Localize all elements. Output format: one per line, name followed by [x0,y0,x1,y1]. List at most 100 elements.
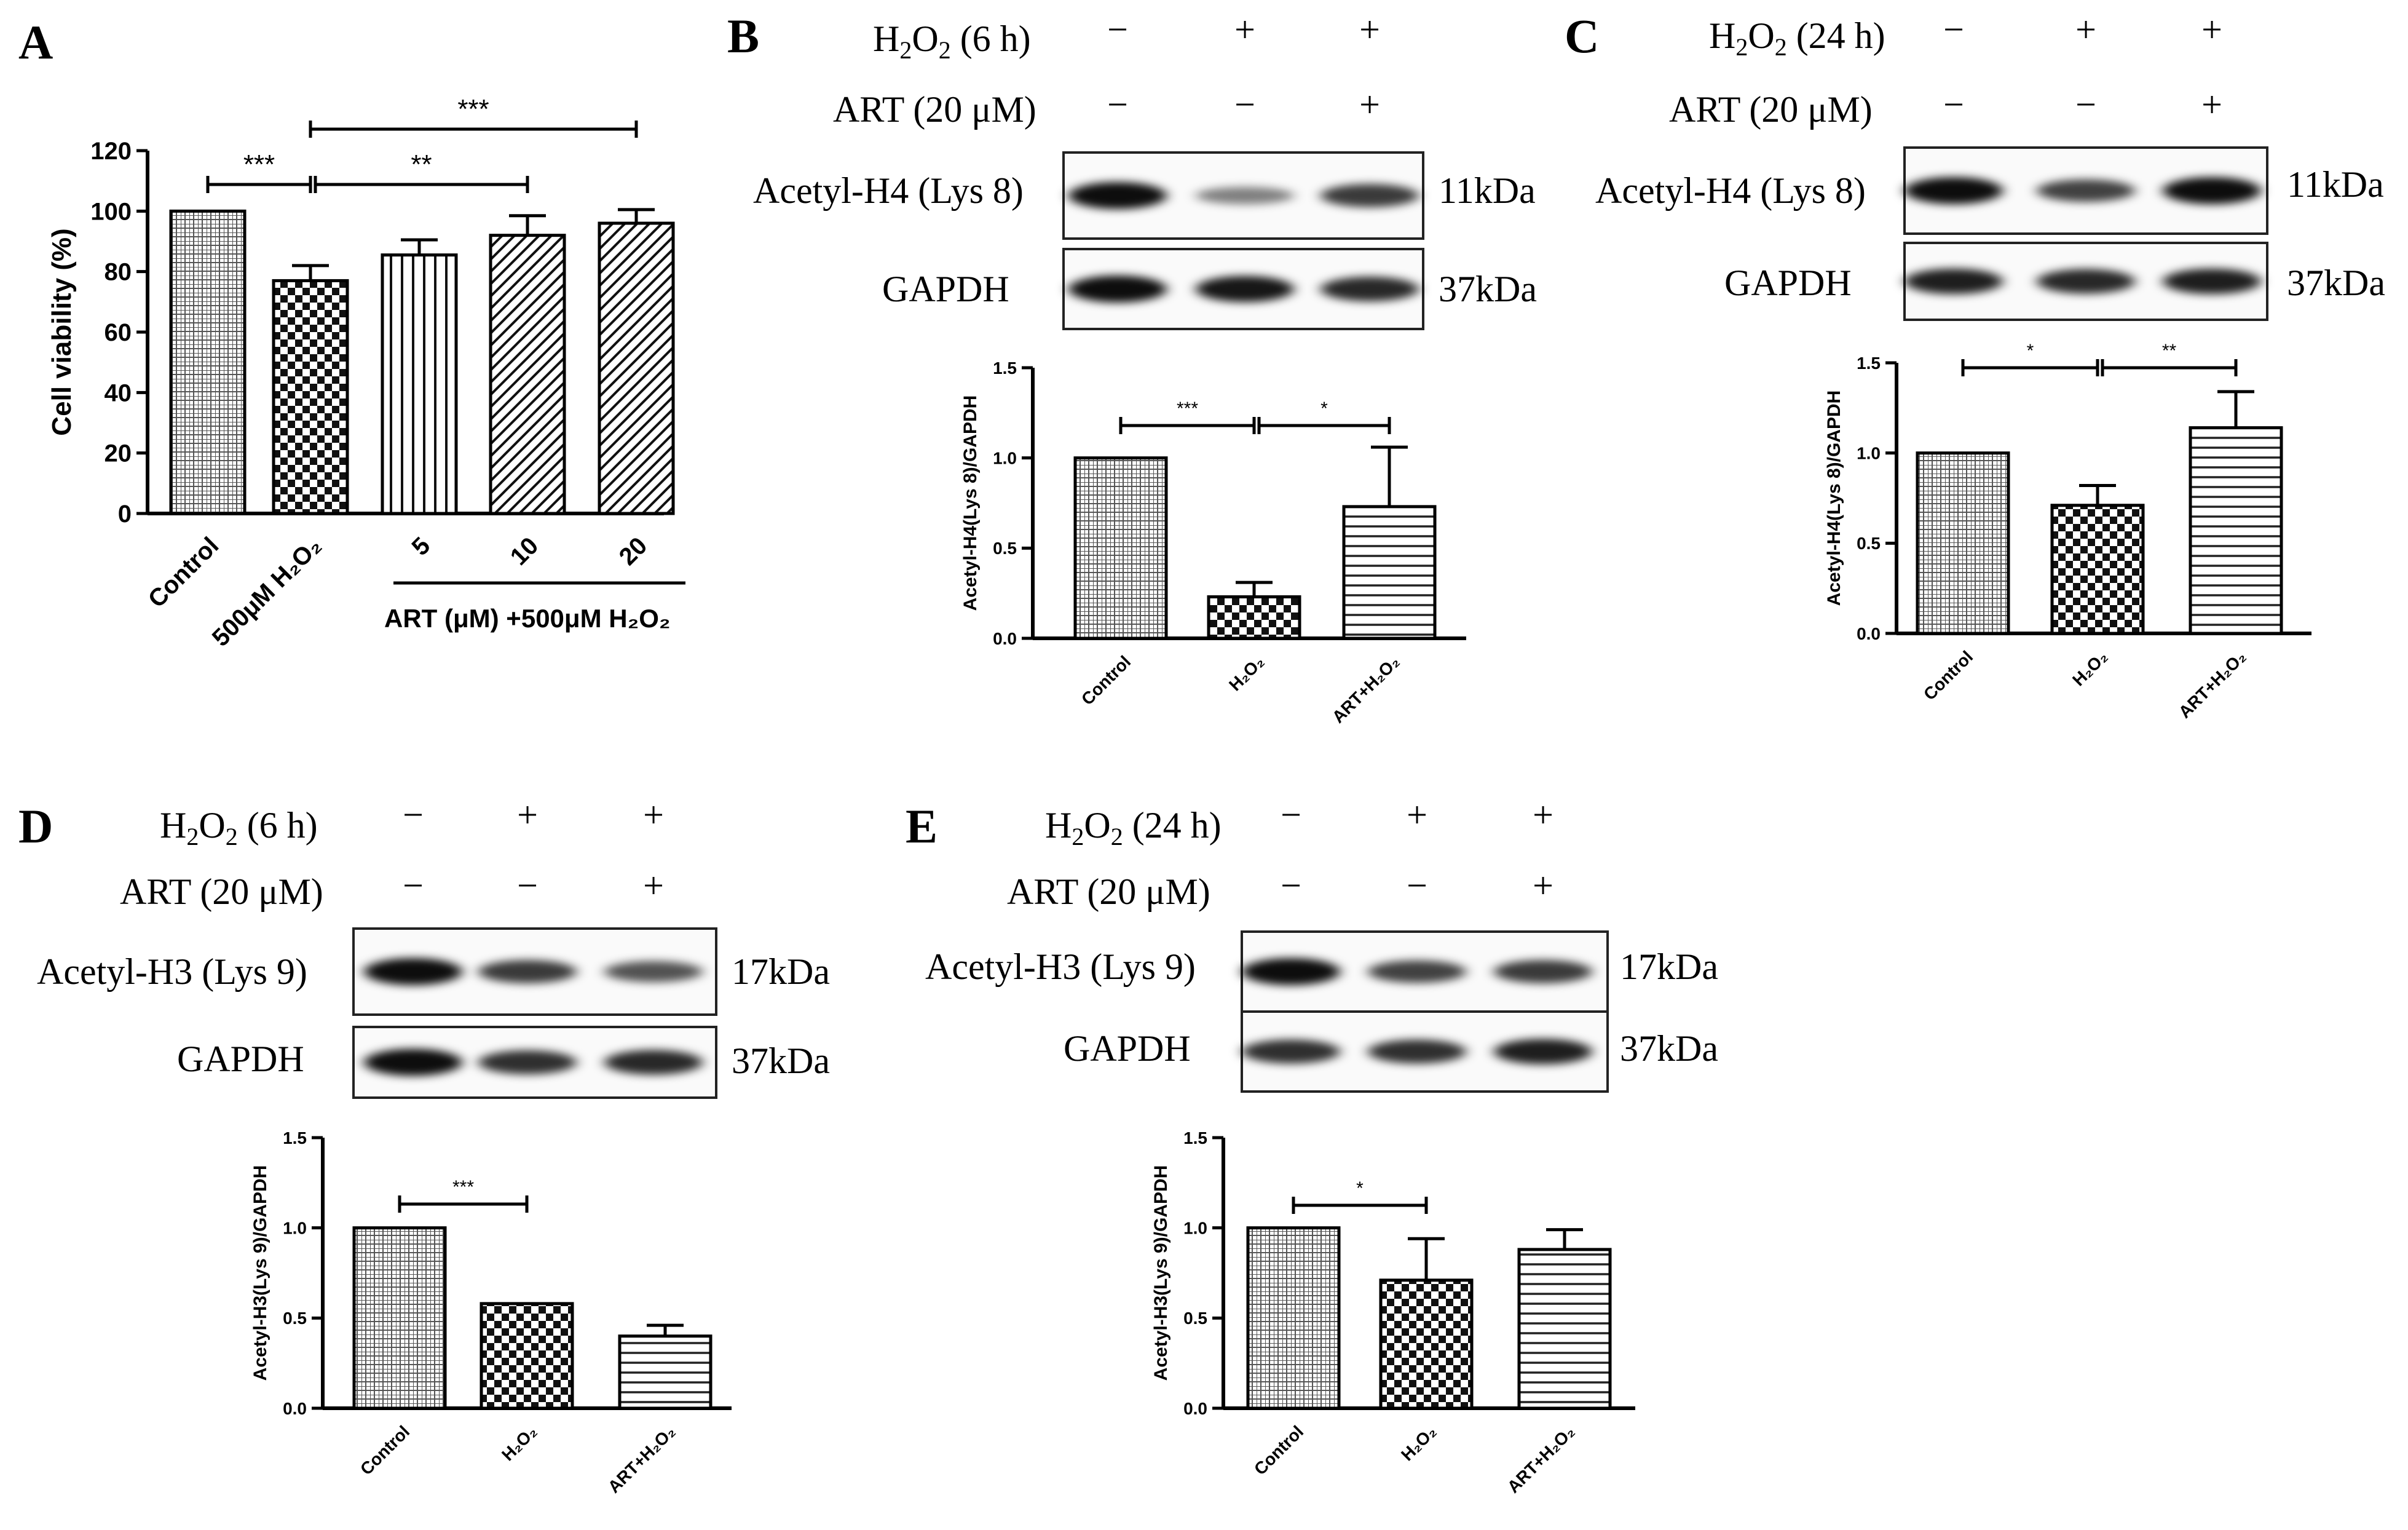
blot-band-c-1-0 [1905,268,2003,295]
svg-text:H2O2 (6 h): H2O2 (6 h) [160,805,318,850]
category-label-a-3: 10 [505,532,544,571]
bar-e-2 [1517,1248,1612,1410]
bar-d-2 [618,1334,713,1410]
y-tick-label-a: 120 [90,138,132,165]
blot-band-b-1-1 [1196,275,1294,303]
y-tick-label-a: 20 [105,440,132,467]
kda-gapdh-d: 37kDa [732,1040,830,1081]
blot-band-d-0-0 [364,958,462,985]
blot-label-gapdh-e: GAPDH [1064,1028,1191,1069]
art-label-c: ART (20 μM) [1669,89,1873,130]
y-tick-label-a: 80 [105,259,132,286]
sig-label-a-0: *** [243,149,275,180]
category-label-c-2: ART+H₂O₂ [2175,647,2249,721]
blot-band-d-0-2 [604,961,703,983]
h2o2-symbol-e: + [1533,795,1553,835]
y-tick-label-a: 40 [105,379,132,406]
svg-text:H2O2 (24 h): H2O2 (24 h) [1045,805,1222,850]
h2o2-symbol-d: + [517,795,538,835]
blot-band-c-1-2 [2163,268,2261,295]
y-axis-label-b: Acetyl-H4(Lys 8)/GAPDH [960,395,981,611]
bar-a-2 [381,253,458,515]
h2o2-symbol-e: − [1281,795,1301,835]
category-label-c-1: H₂O₂ [2069,647,2111,689]
group-label-a: ART (μM) +500μM H₂O₂ [384,604,671,633]
blot-band-c-0-0 [1905,177,2003,204]
y-tick-label-e: 0.0 [1183,1399,1207,1418]
category-label-a-4: 20 [614,532,653,571]
treatment-h2o2-d: H2O2 (6 h) [160,805,318,850]
blot-label-ach3-d: Acetyl-H3 (Lys 9) [37,951,307,992]
y-axis-label-a: Cell viability (%) [47,228,77,435]
y-tick-label-d: 0.5 [283,1309,307,1328]
blot-band-c-0-2 [2163,177,2261,204]
category-label-c-0: Control [1920,647,1976,704]
y-tick-label-d: 0.0 [283,1399,307,1418]
category-label-a-1: 500μM H₂O₂ [207,532,327,652]
category-label-e-1: H₂O₂ [1397,1422,1440,1464]
sig-label-b-0: *** [1177,398,1198,419]
sig-label-b-1: * [1320,398,1328,419]
art-symbol-d: − [403,865,424,906]
panel-letter-e: E [906,799,938,853]
h2o2-symbol-c: + [2075,9,2096,50]
blot-band-d-0-1 [478,960,577,983]
bar-d-0 [352,1226,447,1410]
y-axis-label-c: Acetyl-H4(Lys 8)/GAPDH [1824,390,1844,606]
blot-label-ach4-b: Acetyl-H4 (Lys 8) [753,170,1024,211]
blot-band-d-1-0 [364,1048,462,1076]
y-tick-label-d: 1.5 [283,1128,307,1148]
blot-band-c-0-1 [2037,179,2135,202]
blot-band-e-1-1 [1368,1039,1466,1064]
art-symbol-c: − [2075,84,2096,125]
kda-gapdh-b: 37kDa [1439,269,1537,309]
y-axis-label-e: Acetyl-H3(Lys 9)/GAPDH [1151,1165,1171,1381]
art-symbol-c: − [1943,84,1964,125]
treatment-h2o2-e: H2O2 (24 h) [1045,805,1222,850]
panel-letter-c: C [1565,9,1599,63]
bar-a-3 [489,234,566,515]
y-tick-label-e: 1.5 [1183,1128,1207,1148]
h2o2-symbol-e: + [1407,795,1427,835]
y-tick-label-b: 0.5 [993,539,1017,558]
kda-ach4-c: 11kDa [2287,164,2384,205]
y-tick-label-e: 1.0 [1183,1218,1207,1237]
svg-text:H2O2 (24 h): H2O2 (24 h) [1709,15,1885,61]
y-tick-label-d: 1.0 [283,1218,307,1237]
category-label-d-0: Control [357,1422,413,1478]
h2o2-symbol-b: + [1234,9,1255,50]
y-tick-label-a: 100 [90,198,132,225]
y-tick-label-c: 0.0 [1857,624,1881,643]
bar-b-1 [1207,595,1301,640]
art-symbol-e: − [1281,865,1301,906]
h2o2-symbol-c: − [1943,9,1964,50]
panel-letter-d: D [18,799,53,853]
panel-letter-a: A [18,15,53,69]
kda-ach3-e: 17kDa [1620,946,1718,987]
bar-a-1 [272,279,349,515]
category-label-e-0: Control [1250,1422,1307,1478]
blot-band-e-0-2 [1494,960,1592,983]
category-label-b-0: Control [1078,652,1134,708]
art-label-b: ART (20 μM) [833,89,1036,130]
y-axis-label-d: Acetyl-H3(Lys 9)/GAPDH [250,1165,270,1381]
kda-gapdh-c: 37kDa [2287,263,2385,303]
art-symbol-e: + [1533,865,1553,906]
sig-label-a-2: *** [457,94,489,124]
y-tick-label-e: 0.5 [1183,1309,1207,1328]
h2o2-symbol-d: + [643,795,664,835]
bar-e-1 [1379,1278,1474,1410]
category-label-d-2: ART+H₂O₂ [604,1422,679,1496]
blot-band-d-1-1 [478,1050,577,1075]
blot-band-b-0-1 [1196,186,1294,205]
y-tick-label-c: 1.5 [1857,354,1881,373]
category-label-a-2: 5 [407,532,436,561]
sig-label-a-1: ** [411,149,432,180]
category-label-a-0: Control [143,532,224,613]
category-label-e-2: ART+H₂O₂ [1504,1422,1578,1496]
sig-label-e-0: * [1356,1178,1364,1199]
h2o2-symbol-c: + [2201,9,2222,50]
sig-label-c-1: ** [2162,341,2177,361]
h2o2-symbol-b: − [1107,9,1128,50]
art-symbol-d: − [517,865,538,906]
